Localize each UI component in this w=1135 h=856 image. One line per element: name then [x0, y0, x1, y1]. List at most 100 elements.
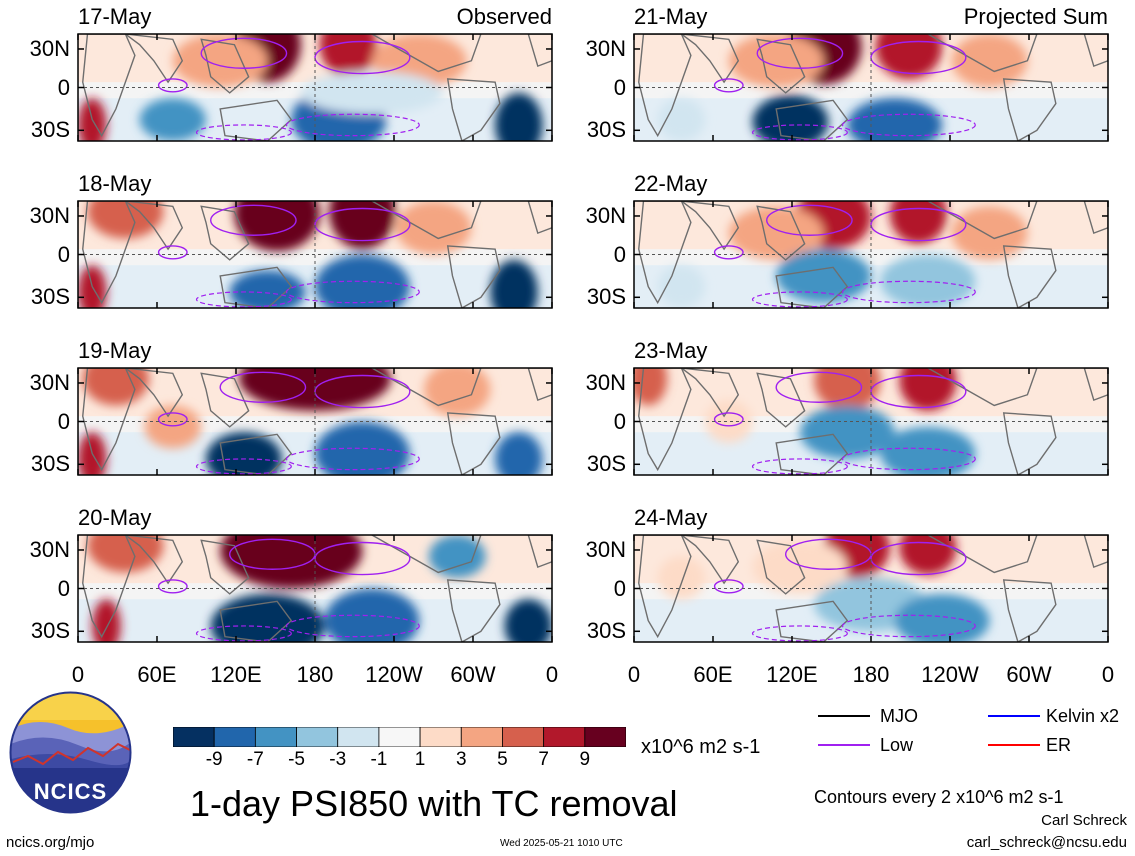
lat-tick-label: 30S: [30, 451, 70, 477]
coastline: [1083, 368, 1108, 402]
coastline: [370, 201, 482, 240]
anomaly-field: [752, 94, 829, 141]
anomaly-field: [495, 432, 543, 475]
lon-tick-label: 0: [71, 662, 85, 687]
lat-tick-label: 30S: [30, 284, 70, 310]
coastline: [124, 34, 184, 84]
footer-url[interactable]: ncics.org/mjo: [6, 834, 95, 851]
coastline: [200, 372, 250, 428]
coastline: [775, 266, 849, 308]
coastline: [1083, 34, 1108, 68]
colorbar-tick-label: 9: [579, 749, 591, 770]
anomaly-field: [728, 34, 824, 88]
coastline: [219, 266, 293, 308]
panel-date-label: 20-May: [78, 505, 152, 530]
coastline: [756, 205, 806, 261]
coastline: [370, 34, 482, 73]
footer-author: Carl Schreck: [1041, 812, 1127, 829]
coastline: [446, 78, 501, 141]
lon-tick-label: 60E: [137, 662, 177, 687]
colorbar-swatch: [584, 726, 627, 748]
colorbar-swatch: [419, 726, 462, 748]
anomaly-field: [657, 265, 706, 308]
map-panel: [633, 200, 1109, 309]
lat-tick-label: 30N: [585, 536, 626, 562]
ncics-logo: NCICS: [8, 690, 133, 815]
anomaly-field: [87, 535, 164, 573]
anomaly-field: [814, 368, 881, 411]
colorbar-tick-label: -1: [370, 749, 388, 770]
anomaly-field: [300, 71, 443, 115]
anomaly-field: [504, 599, 552, 642]
colorbar-swatch: [213, 726, 256, 748]
colorbar-tick-label: 3: [455, 749, 467, 770]
coastline: [1002, 78, 1057, 141]
footer-email[interactable]: carl_schreck@ncsu.edu: [966, 834, 1127, 851]
coastline: [527, 34, 552, 68]
coastline: [638, 201, 692, 305]
map-panel: [633, 367, 1109, 476]
lat-tick-label: 0: [57, 575, 70, 601]
coastline: [756, 539, 806, 595]
coastline: [82, 368, 136, 472]
coastline: [1083, 201, 1108, 235]
coastline: [775, 600, 849, 642]
colorbar-swatch: [254, 726, 297, 748]
anomaly-field: [139, 98, 206, 141]
main-title: 1-day PSI850 with TC removal: [190, 783, 678, 824]
coastline: [1002, 412, 1057, 475]
coastline: [638, 535, 692, 639]
contours-note: Contours every 2 x10^6 m2 s-1: [814, 787, 1064, 807]
coastline: [638, 368, 692, 472]
logo-text: NCICS: [33, 779, 108, 804]
legend-label-mjo: MJO: [880, 706, 918, 726]
lat-tick-label: 30N: [29, 536, 70, 562]
map-panel: [633, 33, 1109, 142]
colorbar-swatch: [172, 726, 215, 748]
lat-tick-label: 0: [57, 241, 70, 267]
anomaly-field: [657, 98, 706, 141]
anomaly-field: [894, 593, 990, 642]
colorbar-tick-label: 7: [538, 749, 549, 770]
lat-tick-label: 30S: [586, 117, 626, 143]
anomaly-field: [728, 206, 824, 260]
coastline: [124, 368, 184, 418]
anomaly-field: [490, 259, 538, 308]
anomaly-field: [395, 201, 472, 255]
anomaly-field: [87, 201, 164, 239]
anomaly-field: [889, 201, 947, 244]
legend: MJO Kelvin x2 Low ER: [810, 704, 1130, 764]
panel-date-label: 17-May: [78, 4, 152, 29]
lat-tick-label: 0: [613, 575, 626, 601]
map-panel: [77, 534, 553, 643]
lon-tick-label: 180: [852, 662, 890, 687]
coastline: [446, 412, 501, 475]
legend-label-er: ER: [1046, 735, 1072, 755]
colorbar-tick-label: -9: [205, 749, 223, 770]
coastline: [82, 34, 136, 138]
colorbar-swatch: [296, 726, 339, 748]
lon-tick-label: 0: [1101, 662, 1115, 687]
anomaly-field: [234, 201, 320, 252]
lon-tick-label: 120E: [766, 662, 818, 687]
colorbar-swatches: [172, 726, 627, 748]
colorbar-units: x10^6 m2 s-1: [641, 736, 761, 758]
coastline: [527, 201, 552, 235]
colorbar-tick-label: -7: [246, 749, 264, 770]
lon-tick-label: 120W: [365, 662, 423, 687]
coastline: [446, 245, 501, 308]
coastline: [124, 201, 184, 251]
colorbar-swatch: [378, 726, 421, 748]
coastline: [1002, 579, 1057, 642]
lat-tick-label: 30S: [30, 117, 70, 143]
lon-tick-label: 0: [627, 662, 641, 687]
lat-tick-label: 30S: [30, 618, 70, 644]
anomaly-field: [315, 254, 410, 308]
coastline: [638, 34, 692, 138]
legend-label-kelvin: Kelvin x2: [1046, 706, 1120, 726]
lat-tick-label: 30N: [29, 369, 70, 395]
lat-tick-label: 0: [613, 408, 626, 434]
colorbar-swatch: [502, 726, 545, 748]
coastline: [82, 201, 136, 305]
anomaly-field: [776, 249, 871, 303]
